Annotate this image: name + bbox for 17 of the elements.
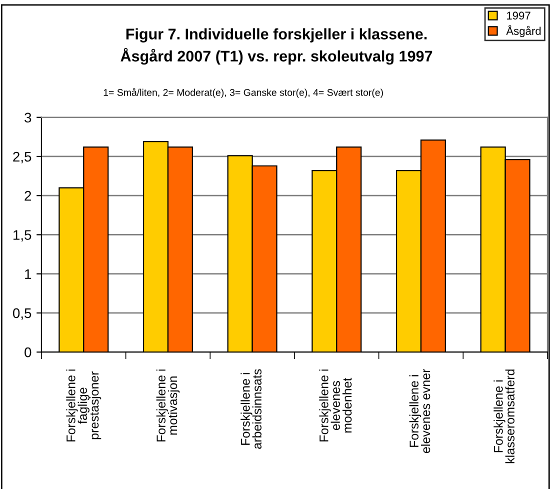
y-tick-label: 2 bbox=[24, 190, 32, 201]
chart-title: Figur 7. Individuelle forskjeller i klassene. Åsgård 2007 (T1) vs. repr. skoleutvalg 1997 bbox=[120, 28, 432, 65]
y-tick-label: 3 bbox=[24, 112, 32, 123]
x-tick-label: Forskjellene i elevenes modenhet bbox=[319, 370, 352, 442]
x-tick-label: Forskjellene i motivasjon bbox=[156, 370, 180, 442]
x-tick-label: Forskjellene i arbeidsinnsats bbox=[240, 369, 262, 449]
y-tick-label: 1,5 bbox=[14, 230, 32, 242]
y-tick-label: 1 bbox=[25, 269, 32, 279]
x-tick-label: Forskjellene i faglige prestasjoner bbox=[66, 370, 102, 442]
x-tick-label: Forskjellene i elevenes evner bbox=[409, 368, 430, 453]
legend-label: Åsgård bbox=[506, 25, 541, 38]
y-tick-label: 2,5 bbox=[13, 152, 32, 164]
y-tick-label: 0 bbox=[24, 347, 32, 358]
legend-label: 1997 bbox=[506, 12, 530, 20]
chart-subtitle: 1= Små/liten, 2= Moderat(e), 3= Ganske stor(e), 4= Svært stor(e) bbox=[104, 88, 383, 98]
y-tick-label: 0,5 bbox=[12, 308, 32, 320]
x-tick-label: Forskjellene i klasseromsatferd bbox=[494, 370, 514, 464]
